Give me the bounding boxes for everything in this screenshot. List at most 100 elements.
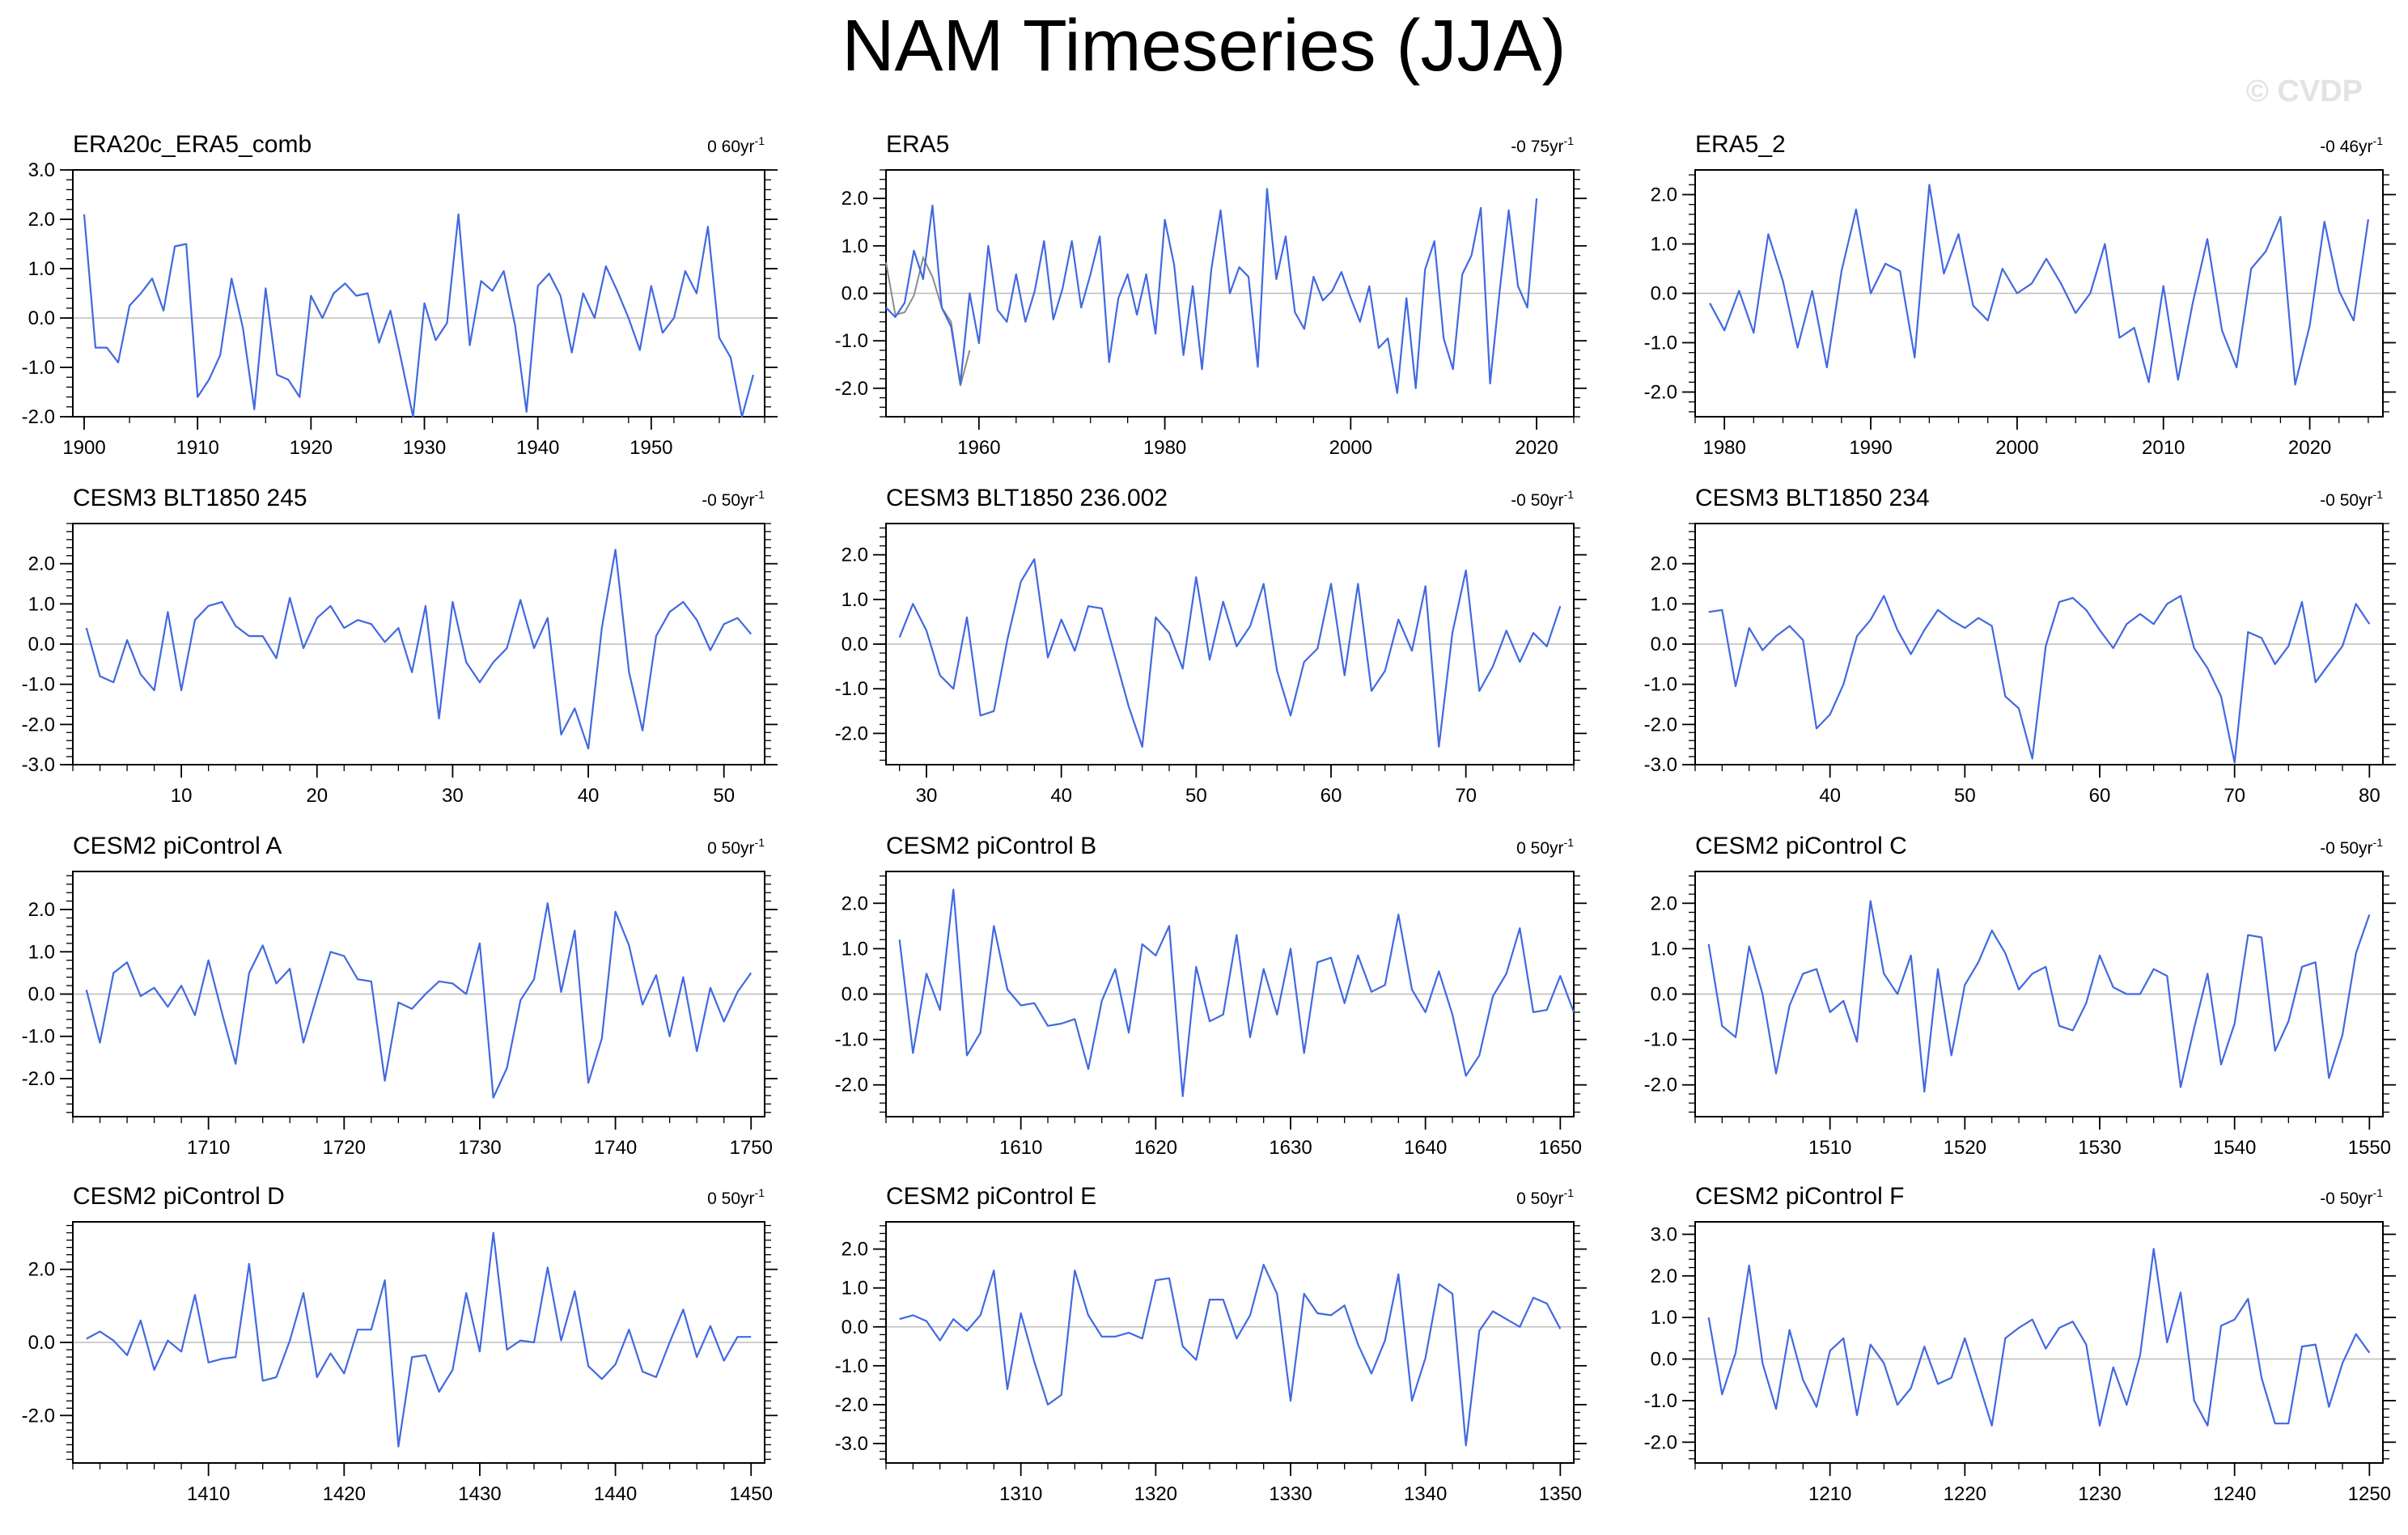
y-tick-label: -1.0 — [22, 674, 55, 696]
x-tick-label: 40 — [1819, 785, 1841, 807]
trend-value: 0 50yr — [707, 839, 754, 858]
series-line — [1708, 595, 2371, 764]
series-line — [899, 1263, 1562, 1447]
trend-exponent: -1 — [1564, 1186, 1575, 1199]
chart-panel-6: CESM3 BLT1850 234 -0 50yr-1 -3.0 -2.0 -1.0 0.… — [1644, 485, 2396, 807]
y-tick-label: 0.0 — [28, 307, 55, 329]
y-tick-label: -1.0 — [835, 1029, 868, 1051]
y-tick-label: -1.0 — [835, 1355, 868, 1377]
plot-frame — [1694, 1221, 2384, 1464]
x-tick-label: 1310 — [999, 1483, 1042, 1505]
panel-title: ERA5_2 — [1695, 131, 1786, 158]
trend-value: 0 50yr — [707, 1189, 754, 1208]
y-tick-label: -2.0 — [835, 1394, 868, 1416]
y-tick-label: 0.0 — [842, 1317, 868, 1338]
trend-label: 0 50yr-1 — [1516, 836, 1574, 858]
x-tick-label: 2020 — [2288, 437, 2331, 459]
x-tick-label: 1710 — [187, 1137, 230, 1159]
trend-label: 0 50yr-1 — [707, 1186, 765, 1208]
trend-exponent: -1 — [755, 134, 765, 147]
trend-exponent: -1 — [755, 488, 765, 501]
x-tick-label: 1530 — [2078, 1137, 2121, 1159]
trend-label: -0 50yr-1 — [2320, 488, 2383, 510]
y-tick-label: -2.0 — [1644, 1075, 1677, 1096]
trend-exponent: -1 — [1564, 134, 1575, 147]
x-tick-label: 1320 — [1134, 1483, 1177, 1505]
x-tick-label: 1350 — [1539, 1483, 1582, 1505]
plot-frame — [885, 1221, 1575, 1464]
y-tick-label: 2.0 — [1651, 893, 1677, 914]
panel-title: CESM2 piControl F — [1695, 1183, 1904, 1210]
y-tick-label: 2.0 — [28, 553, 55, 575]
trend-label: -0 50yr-1 — [1511, 488, 1574, 510]
y-tick-label: 1.0 — [842, 589, 868, 611]
x-tick-label: 50 — [1185, 785, 1207, 807]
y-tick-label: 0.0 — [1651, 283, 1677, 305]
y-tick-label: 1.0 — [1651, 1307, 1677, 1329]
x-tick-label: 70 — [1455, 785, 1477, 807]
trend-value: -0 50yr — [2320, 839, 2372, 858]
y-tick-label: 1.0 — [842, 1278, 868, 1300]
trend-exponent: -1 — [2373, 1186, 2384, 1199]
chart-panel-11: CESM2 piControl E 0 50yr-1 -3.0 -2.0 -1.0 0.0… — [835, 1183, 1587, 1505]
chart-panel-3: ERA5_2 -0 46yr-1 -2.0 -1.0 0.0 1.0 2.0 1980 1990… — [1644, 131, 2396, 459]
trend-label: 0 50yr-1 — [707, 836, 765, 858]
y-tick-label: 2.0 — [842, 893, 868, 914]
chart-panel-4: CESM3 BLT1850 245 -0 50yr-1 -3.0 -2.0 -1.0 0.… — [22, 485, 778, 807]
y-tick-label: 2.0 — [28, 1259, 55, 1281]
panel-title: ERA5 — [886, 131, 949, 158]
trend-value: -0 50yr — [2320, 1189, 2372, 1208]
x-tick-label: 60 — [1321, 785, 1342, 807]
y-tick-label: -2.0 — [1644, 1431, 1677, 1453]
trend-exponent: -1 — [2373, 488, 2384, 501]
y-tick-label: 3.0 — [1651, 1223, 1677, 1245]
panel-title: CESM2 piControl C — [1695, 833, 1907, 859]
panel-title: CESM2 piControl D — [73, 1183, 285, 1210]
y-tick-label: -1.0 — [1644, 1390, 1677, 1412]
x-tick-label: 2010 — [2142, 437, 2185, 459]
y-tick-label: -3.0 — [1644, 754, 1677, 776]
y-tick-label: -1.0 — [1644, 333, 1677, 354]
y-tick-label: 1.0 — [1651, 234, 1677, 256]
trend-exponent: -1 — [1564, 836, 1575, 849]
x-tick-label: 20 — [306, 785, 328, 807]
chart-panel-1: ERA20c_ERA5_comb 0 60yr-1 -2.0 -1.0 0.0 1.0 2.… — [22, 131, 778, 459]
x-tick-label: 1990 — [1849, 437, 1892, 459]
y-tick-label: 0.0 — [1651, 984, 1677, 1006]
x-tick-label: 1450 — [730, 1483, 773, 1505]
chart-panel-7: CESM2 piControl A 0 50yr-1 -2.0 -1.0 0.0 1.0 2… — [22, 833, 778, 1159]
y-tick-label: 0.0 — [28, 634, 55, 655]
y-tick-label: 0.0 — [1651, 1349, 1677, 1371]
chart-panel-5: CESM3 BLT1850 236.002 -0 50yr-1 -2.0 -1.0 0.… — [835, 485, 1587, 807]
trend-exponent: -1 — [2373, 836, 2384, 849]
trend-value: -0 50yr — [2320, 491, 2372, 510]
y-tick-label: -2.0 — [1644, 714, 1677, 736]
y-tick-label: 1.0 — [1651, 938, 1677, 960]
x-tick-label: 10 — [171, 785, 193, 807]
x-tick-label: 1980 — [1143, 437, 1186, 459]
chart-panel-10: CESM2 piControl D 0 50yr-1 -2.0 0.0 2.0 1410 1… — [22, 1183, 778, 1505]
trend-label: -0 50yr-1 — [2320, 836, 2383, 858]
x-tick-label: 1340 — [1404, 1483, 1447, 1505]
y-tick-label: 0.0 — [28, 1332, 55, 1354]
y-tick-label: -1.0 — [22, 1026, 55, 1048]
chart-panel-12: CESM2 piControl F -0 50yr-1 -2.0 -1.0 0.0 1.0… — [1644, 1183, 2396, 1505]
series-line — [1707, 900, 2371, 1093]
chart-panel-8: CESM2 piControl B 0 50yr-1 -2.0 -1.0 0.0 1.0 2… — [835, 833, 1587, 1159]
y-tick-label: -2.0 — [835, 378, 868, 400]
trend-exponent: -1 — [755, 1186, 765, 1199]
trend-label: -0 75yr-1 — [1511, 134, 1574, 156]
panel-title: CESM2 piControl A — [73, 833, 282, 859]
panel-title: ERA20c_ERA5_comb — [73, 131, 312, 158]
x-tick-label: 2000 — [1329, 437, 1372, 459]
x-tick-label: 1230 — [2078, 1483, 2121, 1505]
page-title: NAM Timeseries (JJA) — [842, 6, 1566, 87]
y-tick-label: -1.0 — [835, 330, 868, 352]
x-tick-label: 2000 — [1995, 437, 2038, 459]
x-tick-label: 1980 — [1702, 437, 1745, 459]
x-tick-label: 30 — [916, 785, 938, 807]
y-tick-label: -1.0 — [22, 357, 55, 379]
chart-panel-2: ERA5 -0 75yr-1 -2.0 -1.0 0.0 1.0 2.0 1960 1980 20… — [835, 131, 1587, 459]
series-line — [898, 558, 1562, 748]
